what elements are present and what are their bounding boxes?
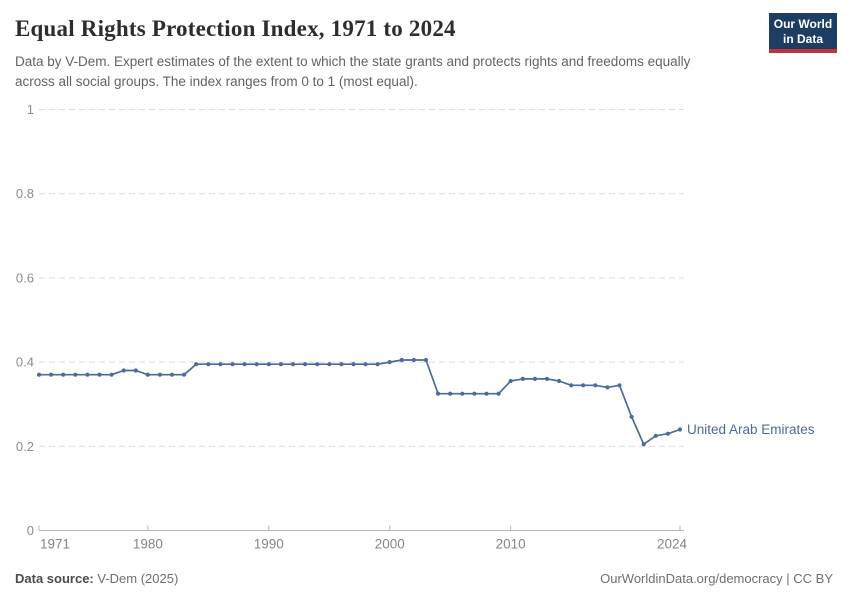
data-point[interactable] <box>121 368 126 373</box>
owid-logo-text: Our World in Data <box>769 13 837 50</box>
data-point[interactable] <box>169 372 175 377</box>
data-point[interactable] <box>641 442 646 447</box>
page-title: Equal Rights Protection Index, 1971 to 2… <box>15 16 456 41</box>
data-point[interactable] <box>327 362 332 367</box>
data-point[interactable] <box>61 372 66 377</box>
data-point[interactable] <box>448 391 453 396</box>
data-point[interactable] <box>387 360 392 365</box>
data-point[interactable] <box>581 383 586 388</box>
data-point[interactable] <box>653 433 658 438</box>
data-point[interactable] <box>97 372 102 377</box>
data-point[interactable] <box>194 362 199 367</box>
data-point[interactable] <box>375 362 380 367</box>
data-point[interactable] <box>677 427 683 432</box>
data-point[interactable] <box>254 362 259 367</box>
data-point[interactable] <box>508 378 513 384</box>
data-point[interactable] <box>557 378 562 384</box>
data-point[interactable] <box>520 376 525 381</box>
data-point[interactable] <box>629 414 634 419</box>
y-axis-tick-label: 0.4 <box>16 355 34 370</box>
data-point[interactable] <box>496 391 501 396</box>
owid-logo-line2: in Data <box>782 31 823 46</box>
owid-logo-line1: Our World <box>773 17 833 31</box>
data-point[interactable] <box>303 362 308 367</box>
data-point[interactable] <box>605 385 610 390</box>
data-source-value: V-Dem (2025) <box>97 571 179 586</box>
data-point[interactable] <box>315 362 320 367</box>
x-axis-tick-label: 2010 <box>496 537 526 552</box>
series-label-united-arab-emirates[interactable]: United Arab Emirates <box>687 422 815 437</box>
data-point[interactable] <box>133 368 138 373</box>
data-point[interactable] <box>85 372 90 377</box>
data-source-note: Data source: V-Dem (2025) <box>15 571 178 586</box>
y-axis-tick-label: 0.2 <box>16 439 34 454</box>
data-point[interactable] <box>230 362 235 367</box>
data-point[interactable] <box>339 362 344 367</box>
data-point[interactable] <box>472 391 477 396</box>
data-line-united-arab-emirates[interactable] <box>38 359 681 446</box>
y-axis-tick-label: 0.6 <box>16 270 34 285</box>
x-axis-tick-label: 2000 <box>375 537 405 552</box>
y-axis-tick-label: 1 <box>27 102 34 117</box>
data-point[interactable] <box>617 383 622 388</box>
data-point[interactable] <box>665 431 671 436</box>
data-point[interactable] <box>363 362 368 367</box>
x-axis-tick-label: 1990 <box>254 537 284 552</box>
data-point[interactable] <box>73 372 78 377</box>
data-point[interactable] <box>290 362 296 367</box>
data-point[interactable] <box>266 362 271 367</box>
y-axis-tick-label: 0 <box>27 523 34 538</box>
data-point[interactable] <box>36 372 42 377</box>
chart-subtitle: Data by V-Dem. Expert estimates of the e… <box>15 54 691 89</box>
data-point[interactable] <box>49 372 54 377</box>
data-point[interactable] <box>569 383 574 388</box>
data-point[interactable] <box>206 362 211 367</box>
data-point[interactable] <box>242 362 247 367</box>
data-point[interactable] <box>145 372 150 377</box>
owid-logo-accent-bar <box>769 49 837 54</box>
data-point[interactable] <box>593 383 598 388</box>
data-point[interactable] <box>109 372 114 377</box>
data-point[interactable] <box>399 357 404 363</box>
data-point[interactable] <box>218 362 223 367</box>
data-point[interactable] <box>436 391 441 396</box>
data-point[interactable] <box>157 372 162 377</box>
data-point[interactable] <box>182 372 187 377</box>
credit-link[interactable]: OurWorldinData.org/democracy | CC BY <box>600 571 833 586</box>
x-axis-tick-label: 1980 <box>133 537 163 552</box>
data-point[interactable] <box>351 362 356 367</box>
owid-logo[interactable]: Our World in Data <box>769 13 837 54</box>
data-point[interactable] <box>278 362 283 367</box>
data-point[interactable] <box>484 391 489 396</box>
data-point[interactable] <box>544 376 550 381</box>
x-axis-tick-label: 1971 <box>40 537 70 552</box>
data-point[interactable] <box>460 391 465 396</box>
data-point[interactable] <box>423 357 429 363</box>
y-axis-tick-label: 0.8 <box>16 186 34 201</box>
data-point[interactable] <box>532 376 538 381</box>
data-point[interactable] <box>411 357 416 363</box>
x-axis-tick-label: 2024 <box>657 537 688 552</box>
data-source-label: Data source: <box>15 571 94 586</box>
